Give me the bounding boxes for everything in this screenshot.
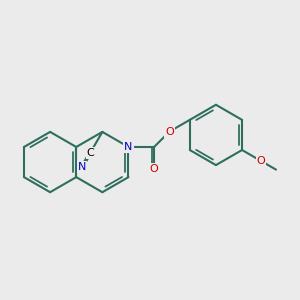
Text: O: O [165, 127, 174, 136]
Text: N: N [78, 162, 86, 172]
Text: N: N [124, 142, 133, 152]
Text: O: O [256, 156, 265, 166]
Text: O: O [150, 164, 158, 174]
Text: C: C [86, 148, 94, 158]
